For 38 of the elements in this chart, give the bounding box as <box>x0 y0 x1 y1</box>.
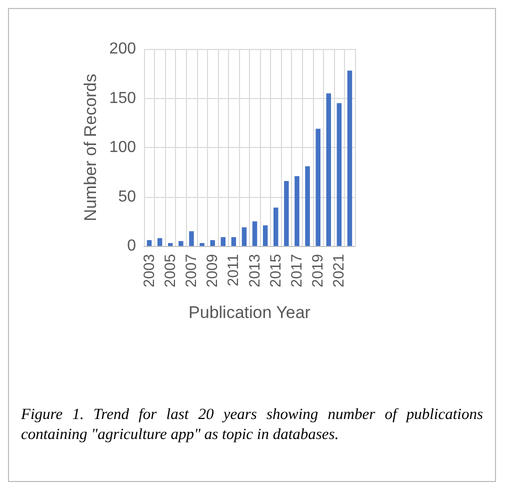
y-tick-label: 150 <box>109 90 136 107</box>
bar <box>305 166 310 246</box>
y-tick-label: 200 <box>109 40 136 58</box>
x-axis-title: Publication Year <box>188 303 311 322</box>
bar <box>189 231 194 246</box>
bar <box>220 237 226 246</box>
x-tick-label: 2017 <box>288 254 306 288</box>
x-tick-label: 2011 <box>225 254 242 286</box>
bar <box>336 103 342 246</box>
bar <box>157 238 162 246</box>
bar <box>284 180 289 246</box>
bar <box>252 221 258 246</box>
x-tick-label: 2013 <box>246 254 264 288</box>
bar <box>347 70 352 246</box>
bar <box>210 240 215 246</box>
y-axis-title: Number of Records <box>81 74 100 222</box>
bar <box>316 128 320 246</box>
bar <box>231 237 236 246</box>
bar <box>326 93 331 246</box>
bar <box>274 208 278 246</box>
bar <box>146 240 152 246</box>
x-tick-label: 2015 <box>267 254 284 288</box>
x-tick-label: 2003 <box>140 254 158 288</box>
x-tick-label: 2021 <box>330 254 348 288</box>
y-tick-label: 100 <box>109 139 136 156</box>
bar <box>168 243 173 246</box>
y-tick-label: 0 <box>127 238 136 254</box>
bar <box>242 227 247 246</box>
bar <box>262 225 268 246</box>
x-tick-label: 2005 <box>162 254 179 288</box>
bar <box>200 243 204 246</box>
x-tick-label: 2019 <box>310 254 327 288</box>
x-tick-label: 2007 <box>182 254 200 288</box>
y-tick-label: 50 <box>118 188 136 206</box>
caption: Figure 1. Trend for last 20 years showing number of publications containing "agriculture app" as topic in databases. <box>21 405 483 445</box>
x-tick-label: 2009 <box>204 254 222 288</box>
bar <box>294 176 300 246</box>
bar <box>178 241 184 246</box>
